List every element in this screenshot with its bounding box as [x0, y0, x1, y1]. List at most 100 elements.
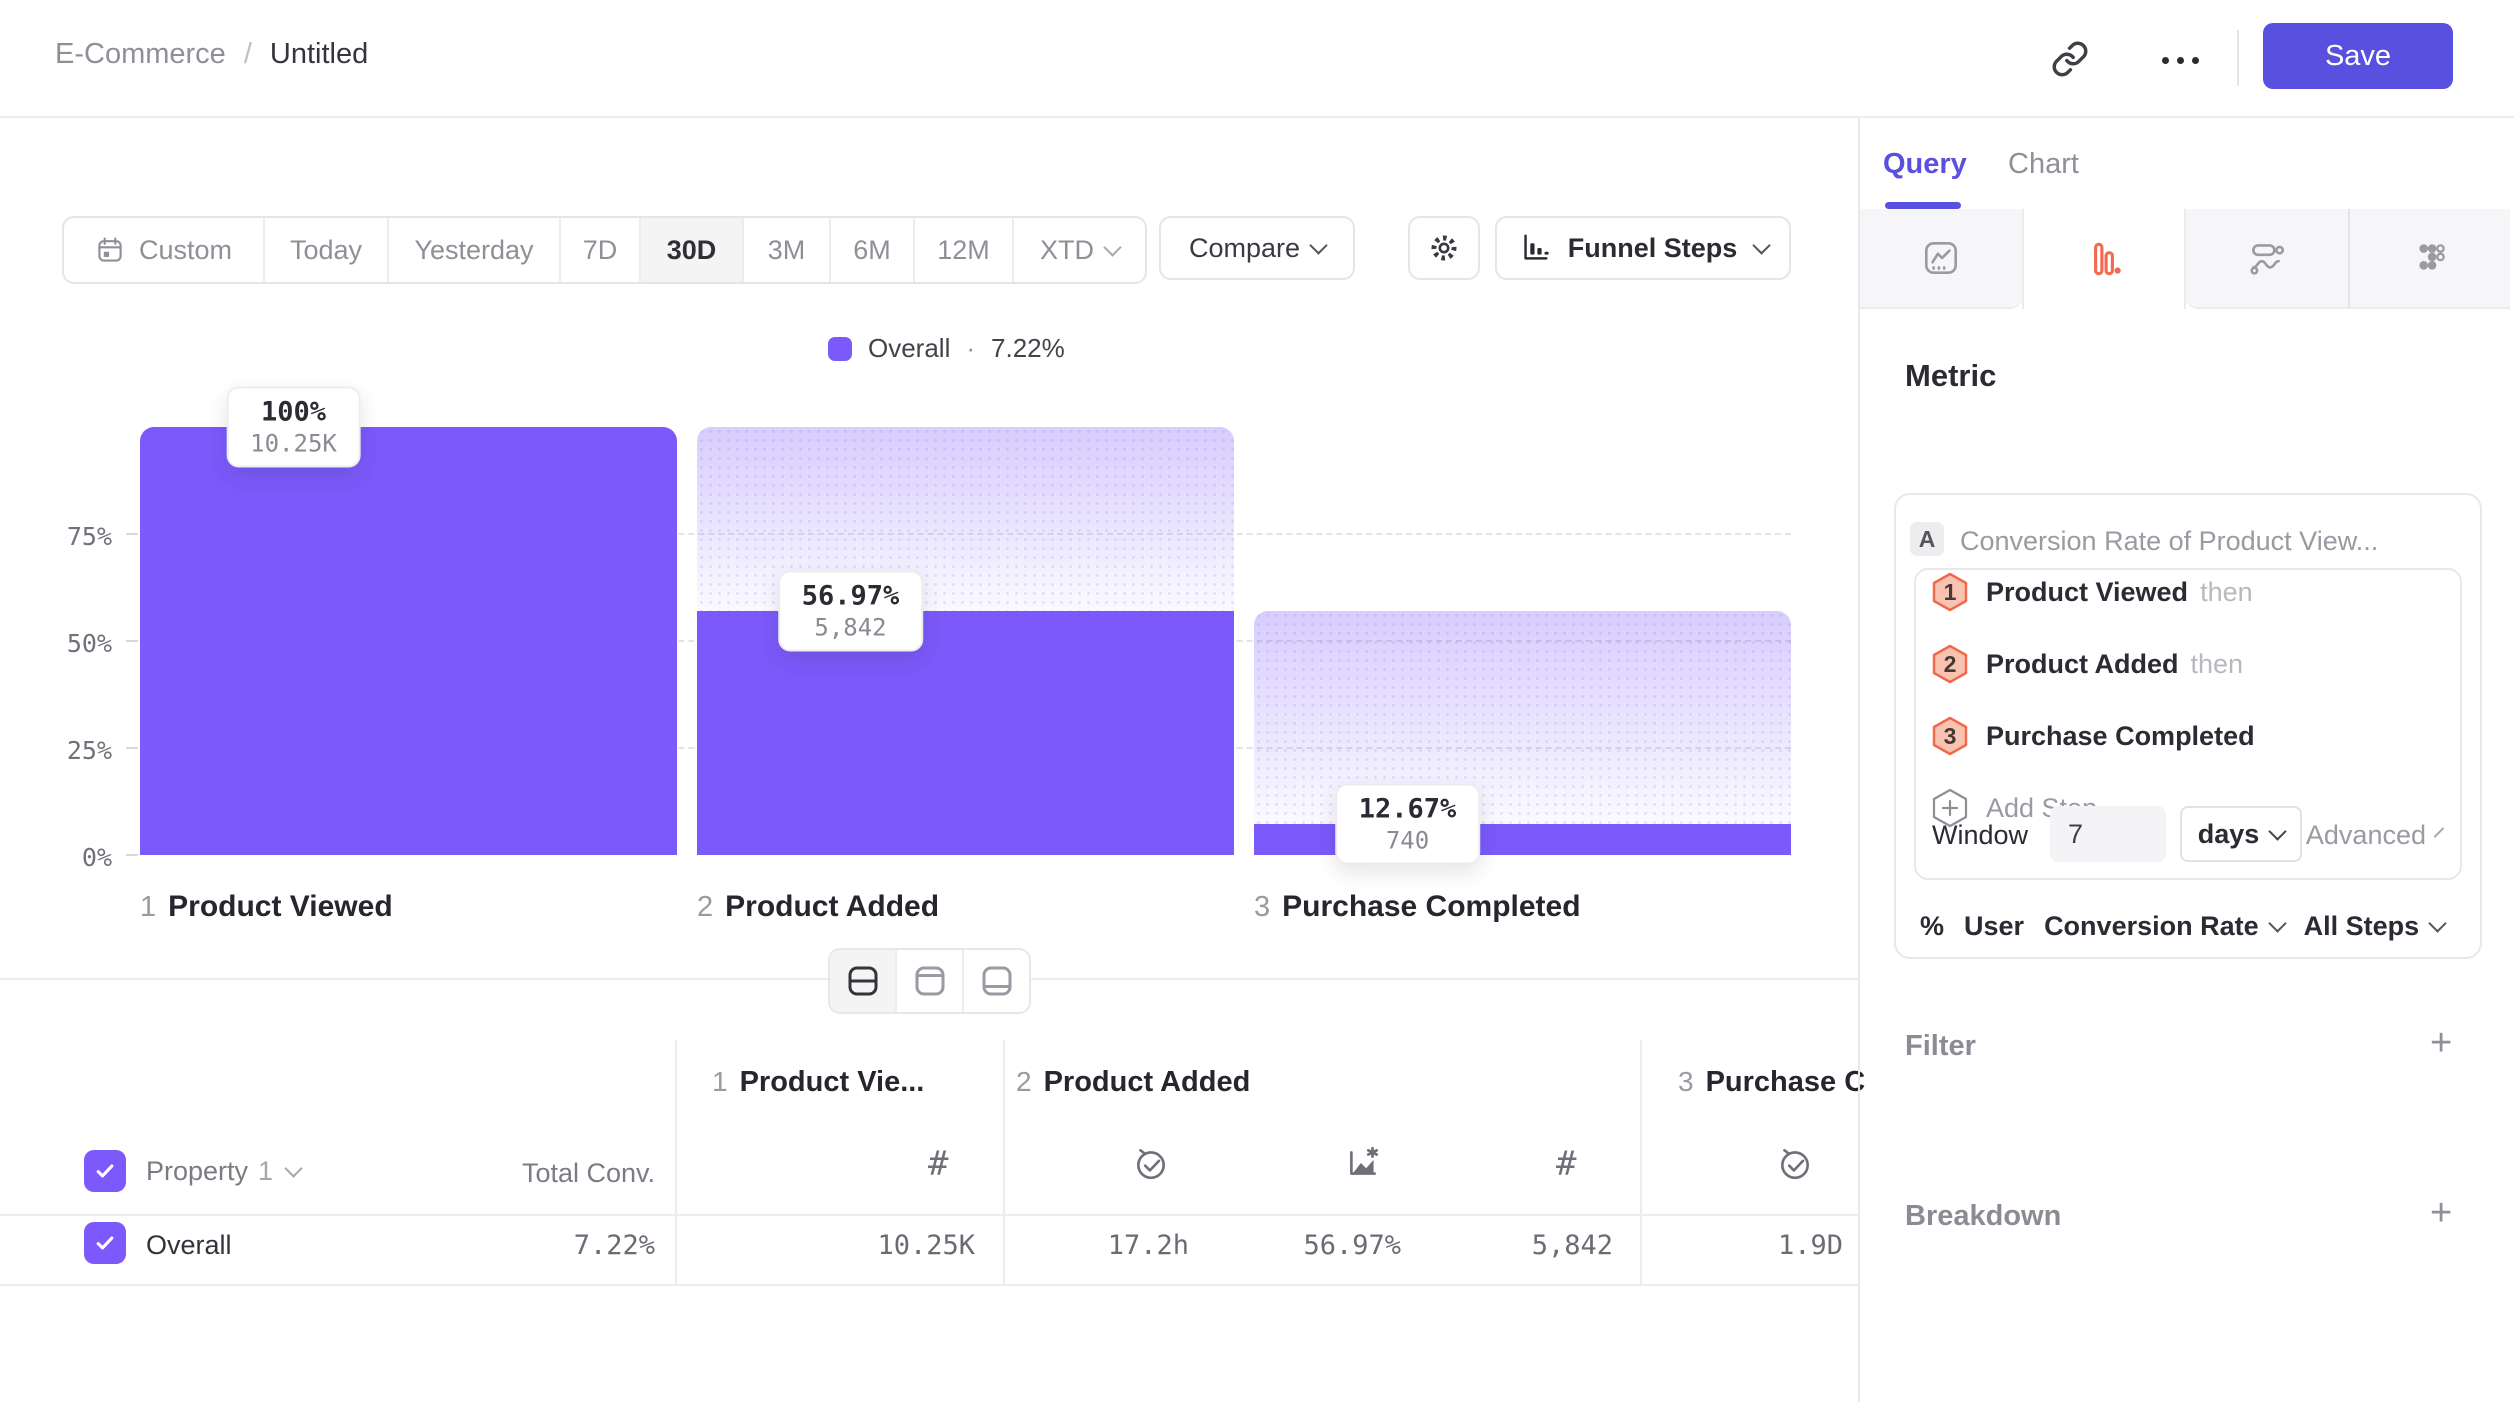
y-tick-0: 0%	[81, 843, 112, 872]
metric-heading: Metric	[1905, 358, 1997, 393]
table-header-border	[0, 1214, 1858, 1216]
chart-type-funnel[interactable]	[2022, 209, 2186, 309]
y-tick-75: 75%	[66, 522, 112, 551]
flow-icon	[2250, 244, 2285, 275]
measure-metric-dropdown[interactable]: Conversion Rate	[2044, 911, 2287, 942]
step-badge-1: 1	[1932, 572, 1968, 612]
time-metric-icon	[1776, 1144, 1814, 1187]
window-unit-select[interactable]: days	[2180, 806, 2302, 862]
funnel-chart-icon	[1524, 234, 1549, 260]
funnel-bar-1[interactable]	[140, 427, 677, 855]
add-step-hexagon-icon	[1932, 788, 1968, 828]
cell-total-conv: 7.22%	[573, 1230, 655, 1261]
measure-entity[interactable]: User	[1964, 910, 2025, 941]
y-tick-25: 25%	[66, 736, 112, 765]
date-range-12m[interactable]: 12M	[915, 218, 1014, 282]
row-label: Overall	[146, 1230, 232, 1260]
metric-badge: A	[1910, 522, 1944, 556]
split-view-icon	[848, 966, 877, 996]
line-chart-icon	[1924, 241, 1958, 275]
step-badge-2: 2	[1932, 644, 1968, 684]
date-range-3m[interactable]: 3M	[744, 218, 831, 282]
legend-item-overall[interactable]: Overall · 7.22%	[828, 333, 1065, 364]
query-step-1[interactable]: 1 Product Viewed then	[1932, 572, 2253, 612]
save-button[interactable]: Save	[2263, 23, 2453, 89]
measure-scope-dropdown[interactable]: All Steps	[2304, 911, 2447, 942]
add-filter-button[interactable]: +	[2430, 1022, 2453, 1064]
date-range-yesterday[interactable]: Yesterday	[389, 218, 561, 282]
funnel-bars-icon	[2094, 242, 2121, 276]
total-conv-header: Total Conv.	[521, 1158, 655, 1188]
date-range-today[interactable]: Today	[265, 218, 389, 282]
table-group-step3: 3 Purchase C	[1678, 1066, 1866, 1098]
page-title[interactable]: Untitled	[269, 38, 369, 70]
date-range-6m[interactable]: 6M	[831, 218, 915, 282]
chart-type-grid[interactable]	[2348, 209, 2510, 309]
conversion-metric-icon	[1344, 1144, 1382, 1187]
tab-query[interactable]: Query	[1883, 148, 1967, 180]
measure-row: % User Conversion Rate All Steps	[1920, 908, 2447, 944]
chart-type-flow[interactable]	[2186, 209, 2348, 309]
header-divider	[2237, 30, 2239, 86]
property-dropdown[interactable]: Property 1	[146, 1156, 303, 1187]
panel-divider	[1858, 118, 1860, 1402]
gridline-75	[140, 533, 1791, 535]
breakdown-heading: Breakdown	[1905, 1200, 2062, 1232]
date-range-30d[interactable]: 30D	[641, 218, 744, 282]
measure-format[interactable]: %	[1920, 910, 1945, 941]
axis-tick	[126, 747, 138, 749]
chart-settings-button[interactable]	[1408, 216, 1480, 280]
tab-chart[interactable]: Chart	[2008, 148, 2079, 180]
window-value-input[interactable]	[2050, 806, 2166, 862]
chevron-down-icon	[2267, 913, 2287, 933]
step-label-2: 2 Product Added	[697, 890, 940, 923]
table-group-step1: 1 Product Vie...	[712, 1066, 925, 1098]
chart-type-button[interactable]: Funnel Steps	[1495, 216, 1791, 280]
ellipsis-icon	[2161, 56, 2169, 64]
bar-value-label-1: 100% 10.25K	[226, 386, 361, 468]
window-label: Window	[1932, 820, 2029, 850]
layout-table-only-button[interactable]	[964, 950, 1029, 1012]
calendar-icon	[98, 237, 122, 262]
chart-type-line[interactable]	[1860, 209, 2022, 309]
check-icon	[96, 1164, 114, 1178]
save-button-label: Save	[2324, 39, 2392, 72]
cell-step1-count: 10.25K	[877, 1230, 975, 1261]
legend-label: Overall	[868, 333, 951, 363]
grid-dots-icon	[2419, 244, 2445, 270]
date-range-7d[interactable]: 7D	[561, 218, 641, 282]
cell-step2-count: 5,842	[1531, 1230, 1613, 1261]
layout-split-button[interactable]	[830, 950, 897, 1012]
metric-title[interactable]: Conversion Rate of Product View...	[1960, 526, 2379, 556]
layout-toggle-group	[828, 948, 1031, 1014]
table-column-border	[675, 1040, 677, 1285]
add-breakdown-button[interactable]: +	[2430, 1192, 2453, 1234]
date-range-xtd[interactable]: XTD	[1014, 218, 1145, 282]
funnel-bar-2[interactable]	[697, 611, 1234, 855]
link-icon	[2052, 41, 2088, 77]
query-step-3[interactable]: 3 Purchase Completed	[1932, 716, 2267, 756]
chart-type-strip	[1860, 209, 2514, 309]
table-group-step2: 2 Product Added	[1016, 1066, 1251, 1098]
compare-button[interactable]: Compare	[1159, 216, 1355, 280]
layout-chart-only-button[interactable]	[897, 950, 964, 1012]
bar-value-label-2: 56.97% 5,842	[777, 570, 924, 652]
step-label-1: 1 Product Viewed	[140, 890, 393, 923]
row-checkbox-overall[interactable]	[84, 1222, 126, 1264]
axis-tick	[126, 854, 138, 856]
gear-icon	[1431, 235, 1457, 261]
advanced-toggle[interactable]: Advanced	[2306, 820, 2445, 851]
date-range-custom[interactable]: Custom	[64, 218, 265, 282]
bar-value-label-3: 12.67% 740	[1334, 783, 1481, 865]
breadcrumb-parent-link[interactable]: E-Commerce	[55, 38, 226, 70]
share-link-button[interactable]	[2045, 34, 2095, 84]
count-metric-icon: #	[1556, 1144, 1577, 1184]
query-step-2[interactable]: 2 Product Added then	[1932, 644, 2243, 684]
select-all-checkbox[interactable]	[84, 1150, 126, 1192]
more-menu-button[interactable]	[2145, 40, 2215, 80]
breadcrumb: E-Commerce / Untitled	[55, 38, 368, 71]
axis-tick	[126, 640, 138, 642]
cell-step2-conv: 56.97%	[1303, 1230, 1401, 1261]
